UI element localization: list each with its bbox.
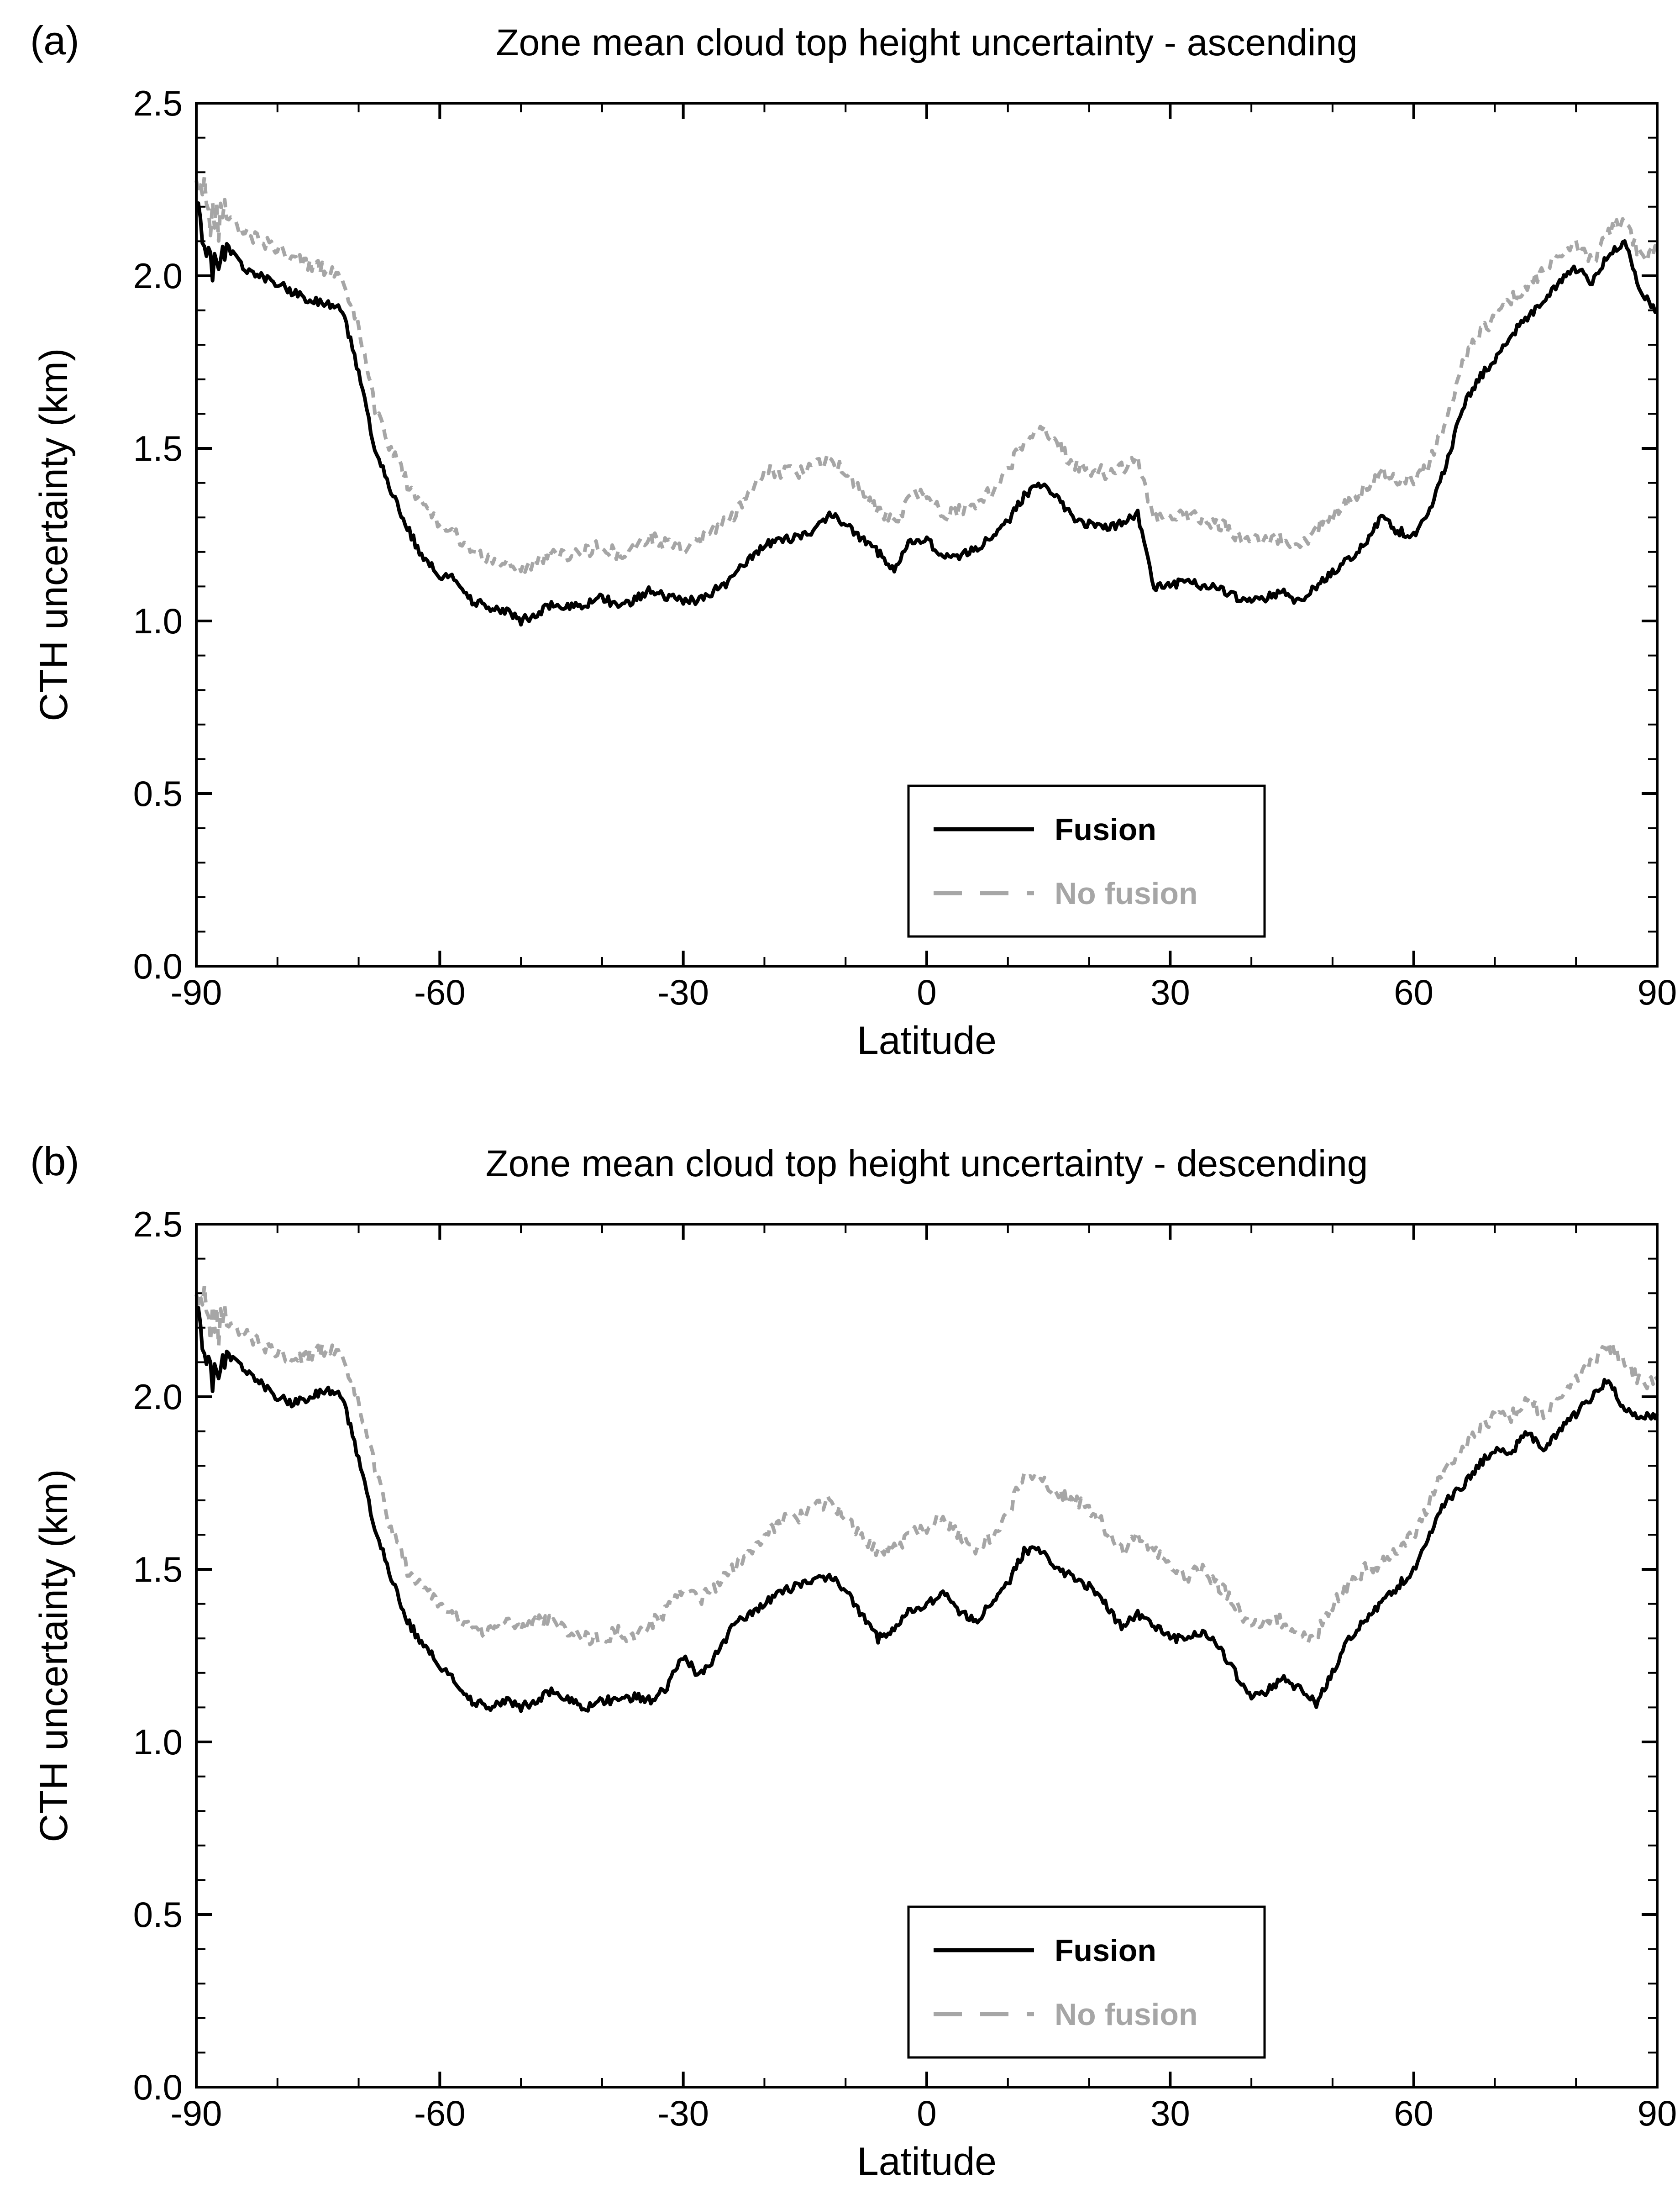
chart-title-descending: Zone mean cloud top height uncertainty -… bbox=[485, 1143, 1368, 1184]
y-tick-label: 1.0 bbox=[133, 1722, 183, 1762]
y-tick-label: 0.5 bbox=[133, 773, 183, 814]
x-tick-label: 30 bbox=[1150, 2093, 1190, 2133]
panel-letter-a: (a) bbox=[30, 18, 79, 63]
x-tick-label: 0 bbox=[917, 972, 936, 1012]
legend-label: Fusion bbox=[1055, 1933, 1156, 1968]
plot-frame bbox=[195, 1223, 1659, 2089]
y-tick-label: 2.0 bbox=[133, 1377, 183, 1417]
legend-label: No fusion bbox=[1055, 1997, 1198, 2032]
x-tick-label: -60 bbox=[414, 972, 466, 1012]
series-fusion bbox=[195, 201, 1659, 627]
x-tick-label: 90 bbox=[1638, 972, 1677, 1012]
plot-frame bbox=[195, 102, 1659, 968]
panel-ascending: (a) Zone mean cloud top height uncertain… bbox=[18, 14, 1680, 1078]
x-tick-label: -90 bbox=[171, 2093, 222, 2133]
x-tick-label: 30 bbox=[1150, 972, 1190, 1012]
y-tick-label: 1.5 bbox=[133, 1549, 183, 1589]
x-tick-label: -30 bbox=[657, 972, 709, 1012]
chart-title-ascending: Zone mean cloud top height uncertainty -… bbox=[496, 22, 1358, 63]
x-tick-label: 90 bbox=[1638, 2093, 1677, 2133]
x-tick-label: -60 bbox=[414, 2093, 466, 2133]
panel-descending: (b) Zone mean cloud top height uncertain… bbox=[18, 1135, 1680, 2199]
legend-label: Fusion bbox=[1055, 812, 1156, 847]
legend: Fusion No fusion bbox=[907, 784, 1266, 938]
x-axis-label-descending: Latitude bbox=[856, 2140, 997, 2183]
x-tick-label: 0 bbox=[917, 2093, 936, 2133]
y-tick-label: 2.0 bbox=[133, 256, 183, 296]
y-axis-label-ascending: CTH uncertainty (km) bbox=[32, 348, 76, 721]
y-tick-label: 0.0 bbox=[133, 2067, 183, 2107]
y-tick-label: 2.5 bbox=[133, 1204, 183, 1244]
legend-box bbox=[907, 784, 1266, 938]
x-tick-label: -90 bbox=[171, 972, 222, 1012]
legend: Fusion No fusion bbox=[907, 1905, 1266, 2059]
y-tick-label: 2.5 bbox=[133, 83, 183, 123]
series-no-fusion bbox=[194, 1284, 1659, 1647]
y-tick-label: 0.5 bbox=[133, 1894, 183, 1935]
y-tick-label: 1.5 bbox=[133, 428, 183, 468]
legend-box bbox=[907, 1905, 1266, 2059]
x-axis-label-ascending: Latitude bbox=[856, 1019, 997, 1063]
plot-descending: -90 -60 -30 0 30 60 90 0.0 0.5 1.0 1.5 2.0 2.5 Fusion… bbox=[133, 1204, 1677, 2133]
y-tick-label: 0.0 bbox=[133, 946, 183, 986]
x-tick-label: -30 bbox=[657, 2093, 709, 2133]
legend-label: No fusion bbox=[1055, 876, 1198, 911]
panel-letter-b: (b) bbox=[30, 1139, 79, 1184]
x-tick-label: 60 bbox=[1394, 972, 1433, 1012]
y-tick-label: 1.0 bbox=[133, 601, 183, 641]
y-axis-label-descending: CTH uncertainty (km) bbox=[32, 1469, 76, 1842]
series-fusion bbox=[196, 1305, 1659, 1713]
x-tick-label: 60 bbox=[1394, 2093, 1433, 2133]
series-no-fusion bbox=[194, 175, 1659, 574]
plot-ascending: -90 -60 -30 0 30 60 90 0.0 0.5 1.0 1.5 2.0 2.5 Fusion… bbox=[133, 83, 1677, 1012]
